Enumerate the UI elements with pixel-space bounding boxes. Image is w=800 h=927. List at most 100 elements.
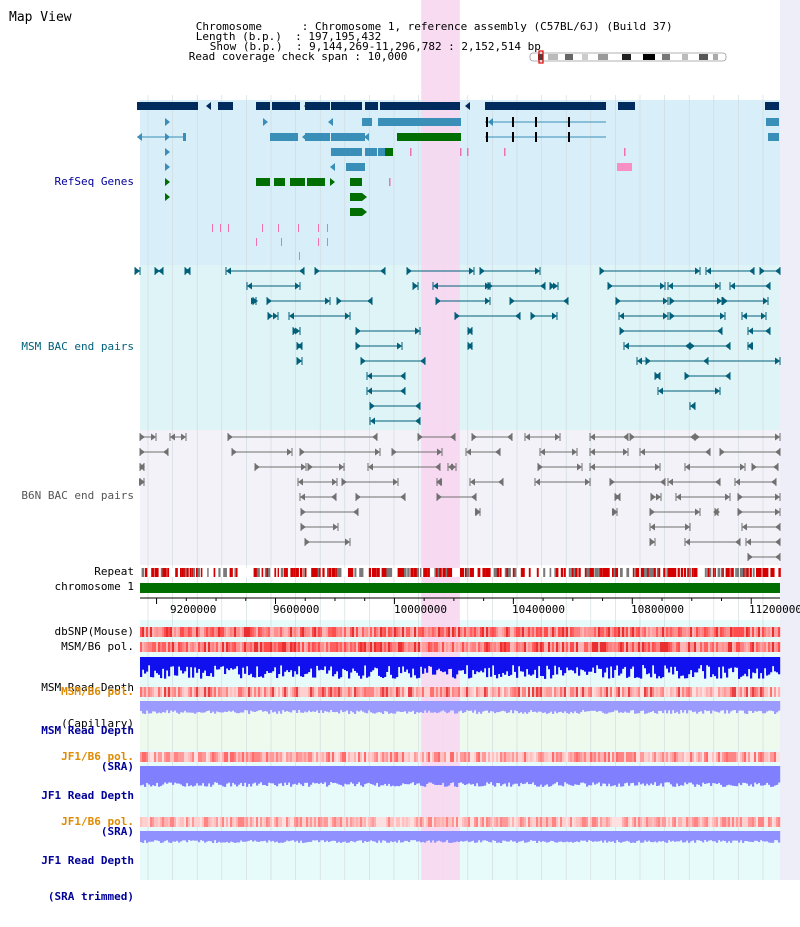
strand-arrow (348, 102, 353, 110)
repeat-element (653, 568, 656, 577)
depth-bar (464, 766, 467, 786)
repeat-element (376, 568, 380, 577)
depth-bar (172, 701, 175, 712)
track-label-msm-b6-pol-2[interactable]: MSM/B6 pol. (61, 685, 134, 698)
heat-cell (158, 752, 161, 762)
heat-cell (396, 817, 399, 827)
depth-bar (226, 657, 229, 669)
heat-cell (446, 627, 449, 637)
repeat-element (404, 568, 407, 577)
heat-cell (562, 642, 565, 652)
strand-arrow (380, 267, 385, 275)
heat-cell (312, 752, 315, 762)
track-label-msm-depth-capillary[interactable]: MSM Read Depth (Capillary) (41, 658, 134, 754)
depth-bar (236, 657, 239, 667)
strand-arrow (651, 493, 656, 501)
depth-bar (650, 831, 653, 842)
depth-bar (360, 701, 363, 711)
track-label-msm-b6-pol[interactable]: MSM/B6 pol. (61, 640, 134, 653)
heat-cell (366, 627, 369, 637)
heat-cell (672, 687, 675, 697)
bac-end-pair (534, 478, 591, 486)
heat-cell (580, 627, 583, 637)
heat-cell (464, 627, 467, 637)
track-label-jf1-depth-trimmed[interactable]: JF1 Read Depth (SRA trimmed) (41, 831, 134, 927)
repeat-element (229, 568, 232, 577)
heat-cell (654, 687, 657, 697)
heat-cell (170, 817, 173, 827)
depth-bar (546, 766, 549, 785)
heat-cell (740, 817, 743, 827)
depth-bar (554, 657, 557, 666)
heat-cell (356, 687, 359, 697)
heat-cell (686, 817, 689, 827)
heat-cell (196, 687, 199, 697)
depth-bar (602, 831, 605, 843)
heat-cell (142, 817, 145, 827)
track-label-refseq[interactable]: RefSeq Genes (54, 175, 134, 188)
heat-cell (618, 627, 621, 637)
depth-bar (686, 701, 689, 714)
genome-browser-canvas[interactable] (0, 0, 800, 880)
depth-bar (600, 766, 603, 787)
heat-cell (424, 817, 427, 827)
depth-bar (208, 657, 211, 677)
track-label-msm-bac[interactable]: MSM BAC end pairs (21, 340, 134, 353)
bac-end-pair (154, 267, 164, 275)
heat-cell (168, 817, 171, 827)
heat-cell (678, 642, 681, 652)
heat-cell (154, 627, 157, 637)
depth-bar (626, 831, 629, 841)
depth-bar (608, 831, 611, 842)
heat-cell (524, 752, 527, 762)
heat-cell (512, 627, 515, 637)
heat-cell (196, 817, 199, 827)
repeat-element (316, 568, 318, 577)
heat-cell (612, 817, 615, 827)
track-label-dbsnp[interactable]: dbSNP(Mouse) (54, 625, 134, 638)
track-label-jf1-b6-pol-2[interactable]: JF1/B6 pol. (61, 815, 134, 828)
track-label-b6n-bac[interactable]: B6N BAC end pairs (21, 489, 134, 502)
depth-bar (322, 766, 325, 784)
heat-cell (390, 687, 393, 697)
heat-cell (654, 817, 657, 827)
bac-end-pair (741, 312, 767, 320)
depth-bar (376, 766, 379, 783)
repeat-element (645, 568, 649, 577)
heat-cell (344, 817, 347, 827)
strand-arrow (386, 102, 391, 110)
heat-cell (410, 817, 413, 827)
heat-cell (538, 642, 541, 652)
heat-cell (686, 642, 689, 652)
heat-cell (280, 752, 283, 762)
repeat-element (413, 568, 416, 577)
track-label-msm-depth-sra[interactable]: MSM Read Depth (SRA) (41, 701, 134, 797)
heat-cell (462, 752, 465, 762)
track-label-jf1-b6-pol[interactable]: JF1/B6 pol. (61, 750, 134, 763)
depth-bar (426, 766, 429, 784)
heat-cell (438, 817, 441, 827)
depth-bar (248, 831, 251, 841)
depth-bar (736, 657, 739, 668)
heat-cell (536, 687, 539, 697)
depth-bar (182, 766, 185, 787)
heat-cell (646, 627, 649, 637)
heat-cell (628, 687, 631, 697)
track-label-repeat[interactable]: Repeat (94, 565, 134, 578)
depth-bar (406, 657, 409, 670)
depth-bar (702, 657, 705, 672)
heat-cell (596, 627, 599, 637)
heat-cell (504, 687, 507, 697)
heat-cell (542, 752, 545, 762)
strand-arrow (315, 267, 320, 275)
depth-bar (288, 831, 291, 842)
track-label-chromosome[interactable]: chromosome 1 (54, 580, 134, 593)
depth-bar (214, 701, 217, 714)
heat-cell (548, 627, 551, 637)
heat-cell (580, 817, 583, 827)
depth-bar (434, 831, 437, 843)
depth-bar (750, 766, 753, 785)
heat-cell (328, 627, 331, 637)
depth-bar (246, 831, 249, 842)
track-label-jf1-depth-sra[interactable]: JF1 Read Depth (SRA) (41, 766, 134, 862)
